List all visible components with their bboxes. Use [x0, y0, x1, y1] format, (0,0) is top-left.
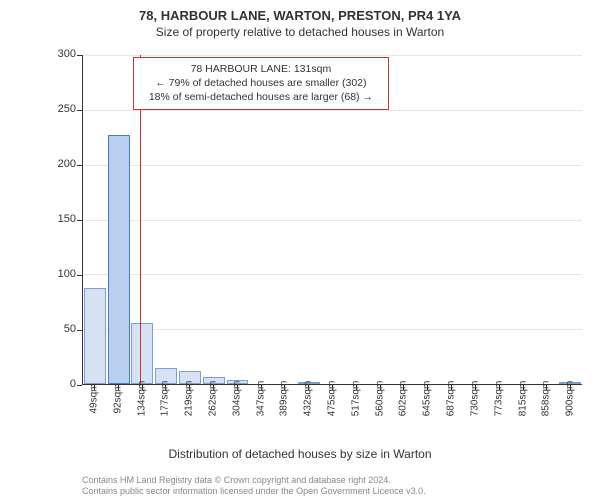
x-tick-label: 134sqm [136, 381, 147, 417]
x-axis-label: Distribution of detached houses by size … [8, 447, 592, 461]
x-tick-label: 92sqm [112, 383, 123, 413]
bar-slot [487, 55, 511, 384]
chart-footer: Contains HM Land Registry data © Crown c… [82, 475, 582, 498]
annotation-line-2: ← 79% of detached houses are smaller (30… [140, 76, 382, 90]
annotation-box: 78 HARBOUR LANE: 131sqm ← 79% of detache… [133, 57, 389, 110]
x-tick-label: 687sqm [446, 381, 457, 417]
x-tick-label: 858sqm [541, 381, 552, 417]
y-tick-label: 200 [48, 158, 76, 170]
x-tick-slot: 262sqm [201, 385, 225, 445]
histogram-bar [108, 135, 130, 384]
y-axis: 050100150200250300 [54, 55, 82, 385]
x-tick-slot: 347sqm [249, 385, 273, 445]
x-tick-slot: 475sqm [320, 385, 344, 445]
chart-container: 78, HARBOUR LANE, WARTON, PRESTON, PR4 1… [8, 8, 592, 492]
x-tick-slot: 304sqm [225, 385, 249, 445]
bar-slot [558, 55, 582, 384]
x-tick-slot: 432sqm [296, 385, 320, 445]
x-tick-label: 389sqm [279, 381, 290, 417]
annotation-line-1: 78 HARBOUR LANE: 131sqm [140, 62, 382, 76]
x-tick-label: 177sqm [160, 381, 171, 417]
x-tick-label: 730sqm [469, 381, 480, 417]
chart-title-main: 78, HARBOUR LANE, WARTON, PRESTON, PR4 1… [8, 8, 592, 23]
x-tick-slot: 687sqm [439, 385, 463, 445]
x-tick-slot: 602sqm [392, 385, 416, 445]
x-tick-slot: 773sqm [487, 385, 511, 445]
x-tick-label: 815sqm [517, 381, 528, 417]
x-tick-label: 900sqm [565, 381, 576, 417]
x-tick-label: 773sqm [493, 381, 504, 417]
x-tick-label: 49sqm [88, 383, 99, 413]
y-tick-label: 150 [48, 213, 76, 225]
chart-title-sub: Size of property relative to detached ho… [8, 25, 592, 39]
x-tick-slot: 389sqm [273, 385, 297, 445]
x-tick-label: 517sqm [350, 381, 361, 417]
x-tick-slot: 517sqm [344, 385, 368, 445]
x-tick-slot: 134sqm [130, 385, 154, 445]
histogram-bar [131, 323, 153, 384]
x-tick-label: 432sqm [303, 381, 314, 417]
bar-slot [511, 55, 535, 384]
x-tick-slot: 92sqm [106, 385, 130, 445]
histogram-bar [84, 288, 106, 385]
x-tick-slot: 177sqm [153, 385, 177, 445]
x-tick-label: 602sqm [398, 381, 409, 417]
x-tick-label: 304sqm [231, 381, 242, 417]
x-tick-label: 645sqm [422, 381, 433, 417]
x-tick-slot: 858sqm [534, 385, 558, 445]
bar-slot [392, 55, 416, 384]
x-tick-label: 475sqm [327, 381, 338, 417]
x-tick-label: 560sqm [374, 381, 385, 417]
bar-slot [463, 55, 487, 384]
x-tick-label: 347sqm [255, 381, 266, 417]
bar-slot [535, 55, 559, 384]
y-tick-label: 300 [48, 48, 76, 60]
plot-area: 78 HARBOUR LANE: 131sqm ← 79% of detache… [82, 55, 582, 385]
x-tick-slot: 815sqm [511, 385, 535, 445]
bar-slot [416, 55, 440, 384]
x-tick-slot: 645sqm [415, 385, 439, 445]
bar-slot [107, 55, 131, 384]
x-tick-slot: 49sqm [82, 385, 106, 445]
bar-slot [439, 55, 463, 384]
plot-outer: Number of detached properties 0501001502… [8, 45, 592, 445]
y-tick-label: 250 [48, 103, 76, 115]
x-tick-label: 219sqm [184, 381, 195, 417]
y-tick-label: 50 [48, 323, 76, 335]
y-tick-label: 100 [48, 268, 76, 280]
x-axis: 49sqm 92sqm 134sqm177sqm219sqm262sqm304sqm… [82, 385, 582, 445]
x-tick-slot: 219sqm [177, 385, 201, 445]
bar-slot [83, 55, 107, 384]
x-tick-label: 262sqm [207, 381, 218, 417]
x-tick-slot: 560sqm [368, 385, 392, 445]
footer-line-1: Contains HM Land Registry data © Crown c… [82, 475, 582, 487]
footer-line-2: Contains public sector information licen… [82, 486, 582, 498]
y-tick-label: 0 [48, 378, 76, 390]
x-tick-slot: 730sqm [463, 385, 487, 445]
annotation-line-3: 18% of semi-detached houses are larger (… [140, 90, 382, 104]
x-tick-slot: 900sqm [558, 385, 582, 445]
